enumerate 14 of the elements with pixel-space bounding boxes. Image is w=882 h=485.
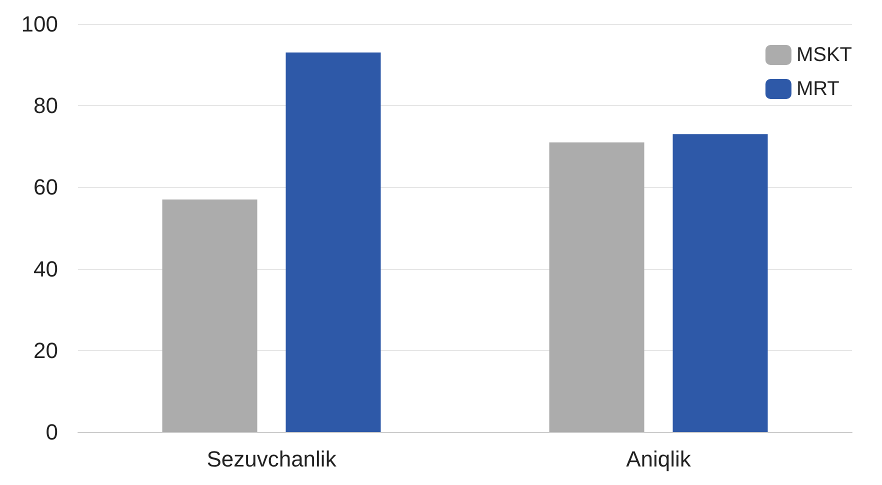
y-tick-label: 0 xyxy=(46,420,58,444)
x-tick-label: Sezuvchanlik xyxy=(206,446,338,472)
bar xyxy=(286,52,381,432)
bar xyxy=(549,142,644,432)
y-tick-label: 80 xyxy=(34,93,58,118)
y-tick-label: 60 xyxy=(34,174,58,200)
bar xyxy=(162,199,258,432)
legend-label: MRT xyxy=(796,78,840,100)
legend-label: MSKT xyxy=(796,44,852,66)
bar xyxy=(672,134,768,432)
x-tick-label: Aniqlik xyxy=(626,446,692,472)
y-tick-label: 100 xyxy=(21,12,58,36)
y-tick-label: 20 xyxy=(34,338,58,363)
y-tick-label: 40 xyxy=(34,256,58,282)
